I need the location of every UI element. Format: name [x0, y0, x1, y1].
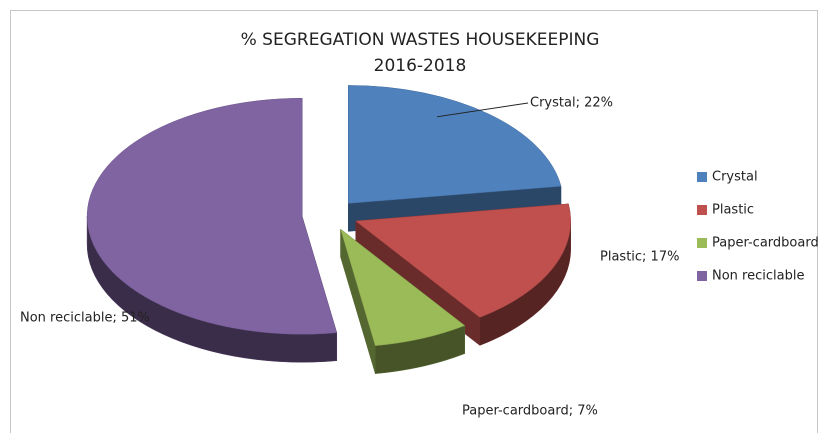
value-label: Paper-cardboard; 7% [462, 404, 598, 419]
legend-swatch [697, 205, 707, 215]
legend-label: Paper-cardboard [712, 236, 819, 251]
chart-subtitle: 2016-2018 [374, 56, 467, 76]
leader-line [436, 102, 529, 118]
chart-title: % SEGREGATION WASTES HOUSEKEEPING [241, 30, 600, 50]
legend-swatch [697, 238, 707, 248]
legend-swatch [697, 172, 707, 182]
legend-label: Crystal [712, 170, 758, 185]
legend-label: Plastic [712, 203, 754, 218]
value-label: Non reciclable; 51% [20, 311, 150, 326]
value-label: Plastic; 17% [600, 250, 679, 265]
slice [348, 85, 562, 204]
slice [86, 97, 338, 335]
slice [340, 228, 466, 346]
legend-label: Non reciclable [712, 269, 804, 284]
legend-swatch [697, 271, 707, 281]
slice [355, 203, 571, 318]
value-label: Crystal; 22% [530, 96, 613, 111]
